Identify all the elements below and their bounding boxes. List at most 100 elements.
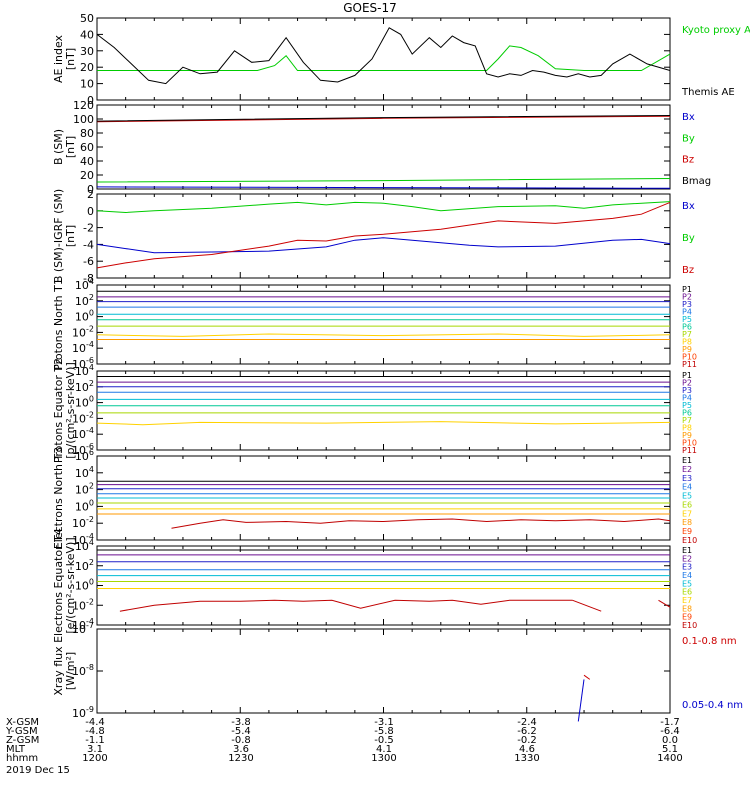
series-line-by — [96, 201, 671, 214]
y-tick-label: 40 — [80, 155, 94, 168]
legend-item: P2 — [682, 379, 692, 388]
y-tick-exponent: -9 — [86, 705, 94, 714]
y-tick-exponent: -4 — [86, 617, 94, 626]
y-tick-label: 104 — [75, 538, 94, 553]
y-tick-exponent: -4 — [86, 426, 94, 435]
panel-frame — [96, 370, 671, 451]
x-axis-row-label: Y-GSM — [5, 726, 38, 737]
series-line-e9 — [171, 518, 671, 529]
y-axis-label-line: B (SM) — [52, 129, 65, 165]
y-axis-label-units: [e/(cm²-s-sr-keV)] — [64, 537, 77, 633]
series-line-0-05-0-4-nm — [577, 679, 585, 722]
panel-frame — [96, 17, 671, 101]
y-axis-label: Protons Equator T2 [p/(cm²-s-sr-keV)] — [52, 358, 77, 463]
x-axis-tick-value: 1200 — [82, 753, 107, 764]
legend-item: 0.05-0.4 nm — [682, 700, 743, 711]
legend-item: E2 — [682, 554, 692, 563]
legend-item: By — [682, 133, 695, 144]
series-line-bz — [96, 201, 671, 269]
legend-item: Themis AE — [681, 87, 735, 98]
legend-item: By — [682, 233, 695, 244]
legend-item: E4 — [682, 571, 692, 580]
y-axis-label-line: Electrons North T3 — [52, 447, 65, 549]
legend-item: E6 — [682, 500, 692, 509]
x-axis-tick-value: 0.0 — [662, 735, 678, 746]
series-line-p8 — [96, 333, 671, 337]
panel-3: -8 -6 -4 -2 0 2 B (SM)-IGRF (SM) [nT] Bx By Bz — [52, 188, 695, 285]
y-tick-exponent: 2 — [89, 293, 94, 302]
legend-item: P2 — [682, 293, 692, 302]
y-tick-exponent: -7 — [86, 621, 94, 630]
y-tick-exponent: 0 — [89, 578, 94, 587]
x-axis-tick-value: 1400 — [657, 753, 682, 764]
y-tick-label: 102 — [75, 379, 94, 394]
legend-item: E3 — [682, 563, 692, 572]
y-tick-label: 30 — [80, 45, 94, 58]
y-tick-label: 80 — [80, 127, 94, 140]
legend-item: E10 — [682, 621, 697, 630]
series-line-bx — [96, 237, 671, 254]
y-tick-label: 100 — [75, 395, 94, 410]
y-tick-label: 0 — [87, 205, 94, 218]
y-tick-label: -8 — [83, 272, 94, 285]
y-tick-label: 2 — [87, 188, 94, 201]
series-line-0-1-0-8-nm — [583, 674, 591, 680]
legend-item: P9 — [682, 431, 692, 440]
legend-item: E8 — [682, 518, 692, 527]
panel-frame — [96, 628, 671, 714]
y-tick-label: 100 — [73, 113, 94, 126]
x-axis-tick-value: 1300 — [371, 753, 396, 764]
legend-item: 0.1-0.8 nm — [682, 636, 737, 647]
legend-item: Bx — [682, 112, 695, 123]
x-axis-tick-value: -2.4 — [517, 717, 537, 728]
x-axis-tick-value: 1330 — [514, 753, 539, 764]
x-axis-tick-value: 5.1 — [662, 744, 678, 755]
y-tick-label: 60 — [80, 141, 94, 154]
y-tick-exponent: -6 — [86, 442, 94, 451]
legend-item: P6 — [682, 409, 692, 418]
legend-item: Bz — [682, 265, 694, 276]
series-line-e8 — [119, 599, 573, 612]
y-tick-label: 10-2 — [72, 515, 94, 530]
legend-item: P8 — [682, 424, 692, 433]
y-tick-label: 120 — [73, 99, 94, 112]
x-axis-tick-value: -0.5 — [374, 735, 394, 746]
y-tick-label: 10-7 — [72, 621, 94, 636]
y-tick-label: 104 — [75, 277, 94, 292]
y-axis-label: Electrons Equator T4 [e/(cm²-s-sr-keV)] — [52, 528, 77, 643]
x-axis-row-label: hhmm — [6, 753, 38, 764]
x-axis-tick-value: 4.6 — [519, 744, 535, 755]
series-line-p8 — [96, 421, 671, 426]
y-tick-exponent: 4 — [89, 538, 94, 547]
legend-item: E3 — [682, 474, 692, 483]
y-axis-label-units: [nT] — [64, 225, 77, 247]
y-tick-label: 20 — [80, 169, 94, 182]
y-tick-exponent: -4 — [86, 532, 94, 541]
chart-title: GOES-17 — [343, 1, 397, 15]
y-tick-label: 102 — [75, 482, 94, 497]
y-axis-label: B (SM)-IGRF (SM) [nT] — [52, 189, 77, 283]
y-tick-label: 10-2 — [72, 324, 94, 339]
x-axis-tick-value: -3.1 — [374, 717, 394, 728]
legend-item: E9 — [682, 613, 692, 622]
y-tick-exponent: 2 — [89, 558, 94, 567]
y-tick-label: 102 — [75, 558, 94, 573]
x-axis-tick-value: 3.6 — [233, 744, 249, 755]
y-tick-label: 0 — [87, 183, 94, 196]
y-axis-label-units: [p/(cm²-s-sr-keV)] — [64, 362, 77, 459]
legend-item: P3 — [682, 300, 692, 309]
y-tick-exponent: 2 — [89, 482, 94, 491]
y-tick-label: 50 — [80, 12, 94, 25]
legend-item: P7 — [682, 330, 692, 339]
x-axis-tick-value: -5.4 — [231, 726, 251, 737]
legend-item: E5 — [682, 579, 692, 588]
series-line-bx — [96, 186, 671, 189]
series-line-e9 — [572, 599, 602, 612]
x-axis-row-label: X-GSM — [6, 717, 39, 728]
y-tick-exponent: 4 — [89, 465, 94, 474]
